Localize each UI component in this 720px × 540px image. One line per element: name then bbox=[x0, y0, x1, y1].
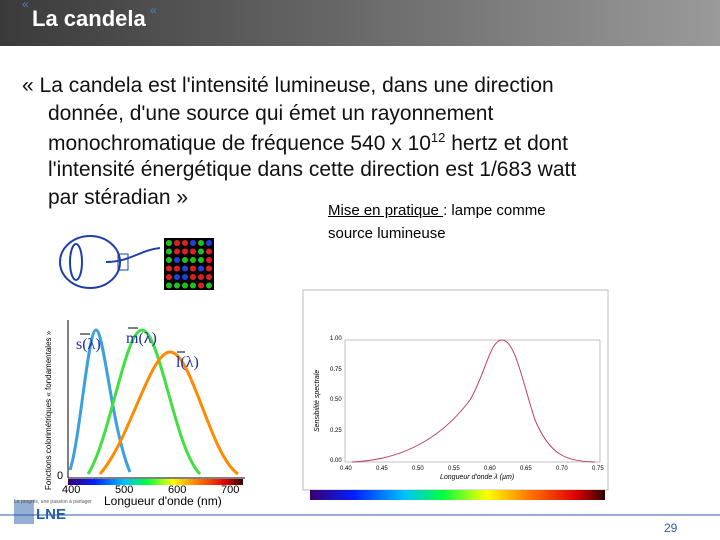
text: l'intensité énergétique dans cette direc… bbox=[48, 158, 577, 181]
cone bbox=[166, 248, 172, 255]
y-tick: 0.75 bbox=[330, 366, 342, 373]
cone bbox=[174, 265, 180, 272]
cone bbox=[166, 282, 172, 289]
note-link[interactable]: Mise en pratique bbox=[328, 202, 444, 219]
cone bbox=[166, 257, 172, 263]
cone bbox=[190, 274, 196, 280]
x-label: Longueur d'onde λ (µm) bbox=[440, 474, 515, 481]
cone bbox=[174, 282, 180, 289]
cone bbox=[166, 240, 172, 246]
tagline: Le progrès, une passion à partager bbox=[14, 499, 92, 505]
cone bbox=[206, 282, 212, 289]
y-label: Sensibilité spectrale bbox=[314, 369, 321, 432]
left-chart bbox=[67, 320, 245, 485]
header-bar bbox=[0, 0, 720, 46]
cone bbox=[174, 274, 180, 280]
cone bbox=[198, 240, 204, 246]
y-tick: 0.00 bbox=[330, 458, 342, 464]
x-tick: 0.55 bbox=[448, 466, 460, 472]
cone bbox=[182, 265, 188, 272]
body-line: donnée, d'une source qui émet un rayonne… bbox=[48, 102, 493, 126]
cone bbox=[174, 240, 180, 246]
cone bbox=[182, 257, 188, 263]
cone bbox=[182, 240, 188, 246]
curve-label: s(λ) bbox=[76, 336, 101, 353]
cone bbox=[182, 282, 188, 289]
cone bbox=[206, 248, 212, 255]
body-line: « La candela est l'intensité lumineuse, … bbox=[22, 74, 554, 98]
y-label: Fonctions colorimétriques « fondamentale… bbox=[44, 330, 53, 490]
cone bbox=[190, 282, 196, 289]
x-tick: 400 bbox=[62, 484, 81, 496]
text: hertz et dont bbox=[445, 132, 568, 155]
note-text: : lampe comme bbox=[443, 202, 546, 219]
x-tick: 0.70 bbox=[556, 466, 568, 472]
x-tick: 600 bbox=[168, 484, 187, 496]
body-line: par stéradian » bbox=[48, 186, 188, 210]
cone bbox=[206, 240, 212, 246]
cone bbox=[198, 282, 204, 289]
x-tick: 0.75 bbox=[592, 466, 604, 472]
eye-diagram bbox=[59, 235, 161, 289]
cone-mosaic bbox=[164, 238, 214, 290]
curve-label: l(λ) bbox=[176, 354, 199, 371]
cone bbox=[198, 248, 204, 255]
title: La candela bbox=[32, 6, 146, 31]
cone bbox=[166, 265, 172, 272]
x-tick: 0.50 bbox=[412, 466, 424, 472]
cone bbox=[198, 274, 204, 280]
cone bbox=[182, 248, 188, 255]
note: Mise en pratique : lampe comme bbox=[328, 202, 546, 219]
cone bbox=[166, 274, 172, 280]
logo: LNE bbox=[36, 506, 66, 523]
cone bbox=[174, 248, 180, 255]
x-tick: 0.40 bbox=[340, 466, 352, 472]
y-tick: 0.25 bbox=[330, 427, 342, 434]
curve-label: m(λ) bbox=[126, 330, 157, 347]
y-tick: 1.00 bbox=[330, 336, 342, 342]
x-tick: 0.65 bbox=[520, 466, 532, 472]
x-label: Longueur d'onde (nm) bbox=[104, 494, 222, 508]
superscript: 12 bbox=[430, 130, 446, 145]
body-line: monochromatique de fréquence 540 x 1012 … bbox=[48, 130, 568, 156]
x-tick: 700 bbox=[221, 484, 240, 496]
deco: « bbox=[150, 3, 157, 17]
cone bbox=[190, 248, 196, 255]
note-text: source lumineuse bbox=[328, 225, 446, 242]
logo-mark bbox=[14, 500, 34, 524]
cone bbox=[190, 240, 196, 246]
body-line: l'intensité énergétique dans cette direc… bbox=[48, 158, 576, 182]
x-tick: 500 bbox=[115, 484, 134, 496]
cone bbox=[190, 257, 196, 263]
deco: « bbox=[22, 0, 29, 11]
cone bbox=[206, 265, 212, 272]
text: « La candela est l'intensité lumineuse, … bbox=[22, 74, 554, 97]
y-tick: 0 bbox=[57, 470, 64, 482]
cone bbox=[198, 257, 204, 263]
cone bbox=[206, 274, 212, 280]
cone bbox=[174, 257, 180, 263]
y-tick: 0.50 bbox=[330, 397, 342, 403]
right-chart bbox=[302, 289, 609, 500]
x-tick: 0.60 bbox=[484, 466, 496, 472]
cone bbox=[198, 265, 204, 272]
text: par stéradian » bbox=[48, 186, 189, 209]
cone bbox=[190, 265, 196, 272]
x-tick: 0.45 bbox=[376, 466, 388, 472]
text: donnée, d'une source qui émet un rayonne… bbox=[48, 102, 494, 125]
cone bbox=[206, 257, 212, 263]
cone bbox=[182, 274, 188, 280]
page-number: 29 bbox=[664, 521, 678, 535]
text: monochromatique de fréquence 540 x 10 bbox=[48, 132, 431, 155]
